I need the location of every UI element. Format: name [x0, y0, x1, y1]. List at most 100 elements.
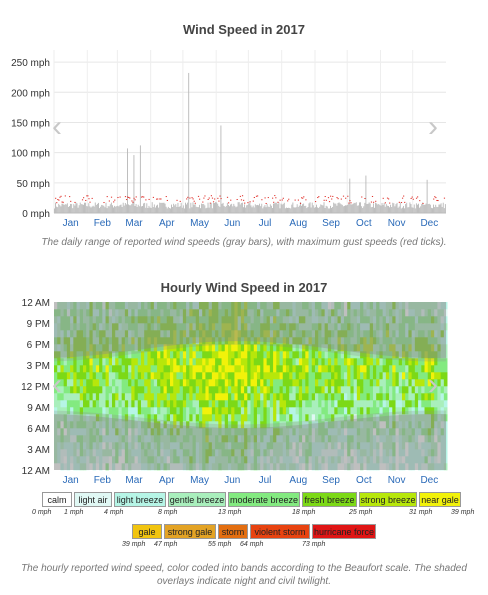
- hour-cell: [225, 407, 229, 414]
- gust-tick: [135, 199, 136, 200]
- chevron-right-icon[interactable]: ›: [428, 370, 438, 400]
- hour-cell: [437, 400, 441, 407]
- daily-range-bar: [126, 204, 127, 213]
- hour-cell: [331, 372, 335, 379]
- hour-cell: [144, 379, 148, 386]
- hour-cell: [321, 365, 325, 372]
- hour-cell: [357, 365, 361, 372]
- hour-cell: [141, 358, 145, 365]
- hour-cell: [167, 393, 171, 400]
- hour-cell: [205, 372, 209, 379]
- hour-cell: [189, 351, 193, 358]
- hour-cell: [167, 358, 171, 365]
- hour-cell: [299, 407, 303, 414]
- gust-tick: [213, 201, 214, 202]
- hour-cell: [415, 372, 419, 379]
- hour-cell: [386, 372, 390, 379]
- hour-cell: [189, 407, 193, 414]
- hour-cell: [296, 414, 300, 421]
- hour-cell: [251, 372, 255, 379]
- hour-cell: [273, 400, 277, 407]
- hour-cell: [234, 407, 238, 414]
- chevron-left-icon[interactable]: ‹: [52, 112, 62, 142]
- hour-cell: [251, 414, 255, 421]
- hour-cell: [408, 386, 412, 393]
- hour-cell: [305, 414, 309, 421]
- hour-cell: [341, 365, 345, 372]
- hour-cell: [280, 365, 284, 372]
- hour-cell: [305, 379, 309, 386]
- hour-cell: [102, 372, 106, 379]
- hour-cell: [173, 393, 177, 400]
- gust-tick: [336, 197, 337, 198]
- hour-cell: [212, 351, 216, 358]
- daily-range-bar: [182, 208, 183, 213]
- hour-cell: [344, 407, 348, 414]
- daily-range-bar: [429, 204, 430, 213]
- gust-tick: [434, 196, 435, 197]
- hour-cell: [421, 400, 425, 407]
- hour-cell: [425, 400, 429, 407]
- daily-range-bar: [416, 203, 417, 213]
- hour-cell: [376, 358, 380, 365]
- hour-cell: [367, 365, 371, 372]
- hour-cell: [280, 386, 284, 393]
- gust-tick: [70, 201, 71, 202]
- daily-range-bar: [440, 204, 441, 213]
- hour-cell: [122, 372, 126, 379]
- daily-range-bar: [183, 205, 184, 213]
- hour-cell: [357, 407, 361, 414]
- daily-range-bar: [63, 204, 64, 213]
- hour-cell: [325, 407, 329, 414]
- hour-cell: [222, 344, 226, 351]
- hour-cell: [270, 414, 274, 421]
- hour-cell: [441, 379, 445, 386]
- hour-cell: [170, 393, 174, 400]
- daily-range-bar: [388, 206, 389, 213]
- hour-cell: [373, 400, 377, 407]
- hour-cell: [267, 358, 271, 365]
- hour-cell: [73, 386, 77, 393]
- hour-cell: [341, 358, 345, 365]
- hour-cell: [202, 358, 206, 365]
- hour-cell: [402, 393, 406, 400]
- hour-cell: [164, 386, 168, 393]
- hour-cell: [408, 393, 412, 400]
- hour-cell: [147, 372, 151, 379]
- daily-range-bar: [68, 207, 69, 213]
- hour-cell: [144, 358, 148, 365]
- legend-band-violent-storm: violent storm: [250, 524, 310, 539]
- hour-cell: [379, 400, 383, 407]
- chevron-left-icon[interactable]: ‹: [52, 370, 62, 400]
- hour-cell: [147, 365, 151, 372]
- daily-range-bar: [349, 179, 350, 213]
- daily-range-bar: [121, 205, 122, 213]
- hour-cell: [106, 400, 110, 407]
- hour-cell: [215, 393, 219, 400]
- hour-cell: [418, 400, 422, 407]
- hour-cell: [296, 407, 300, 414]
- hour-cell: [73, 365, 77, 372]
- hour-cell: [421, 379, 425, 386]
- daily-range-bar: [406, 203, 407, 213]
- hour-cell: [218, 400, 222, 407]
- daily-range-bar: [109, 206, 110, 213]
- daily-range-bar: [141, 206, 142, 213]
- daily-range-bar: [437, 207, 438, 213]
- gust-tick: [287, 200, 288, 201]
- chevron-right-icon[interactable]: ›: [428, 112, 438, 142]
- hour-cell: [86, 393, 90, 400]
- x-tick-label: Apr: [159, 475, 175, 486]
- hour-cell: [315, 400, 319, 407]
- daily-range-bar: [225, 207, 226, 213]
- hour-cell: [367, 372, 371, 379]
- hour-cell: [399, 372, 403, 379]
- daily-range-bar: [95, 203, 96, 213]
- hour-cell: [299, 386, 303, 393]
- gust-tick: [63, 202, 64, 203]
- hour-cell: [96, 379, 100, 386]
- hour-cell: [392, 386, 396, 393]
- hour-cell: [222, 365, 226, 372]
- hour-cell: [138, 393, 142, 400]
- hour-cell: [212, 372, 216, 379]
